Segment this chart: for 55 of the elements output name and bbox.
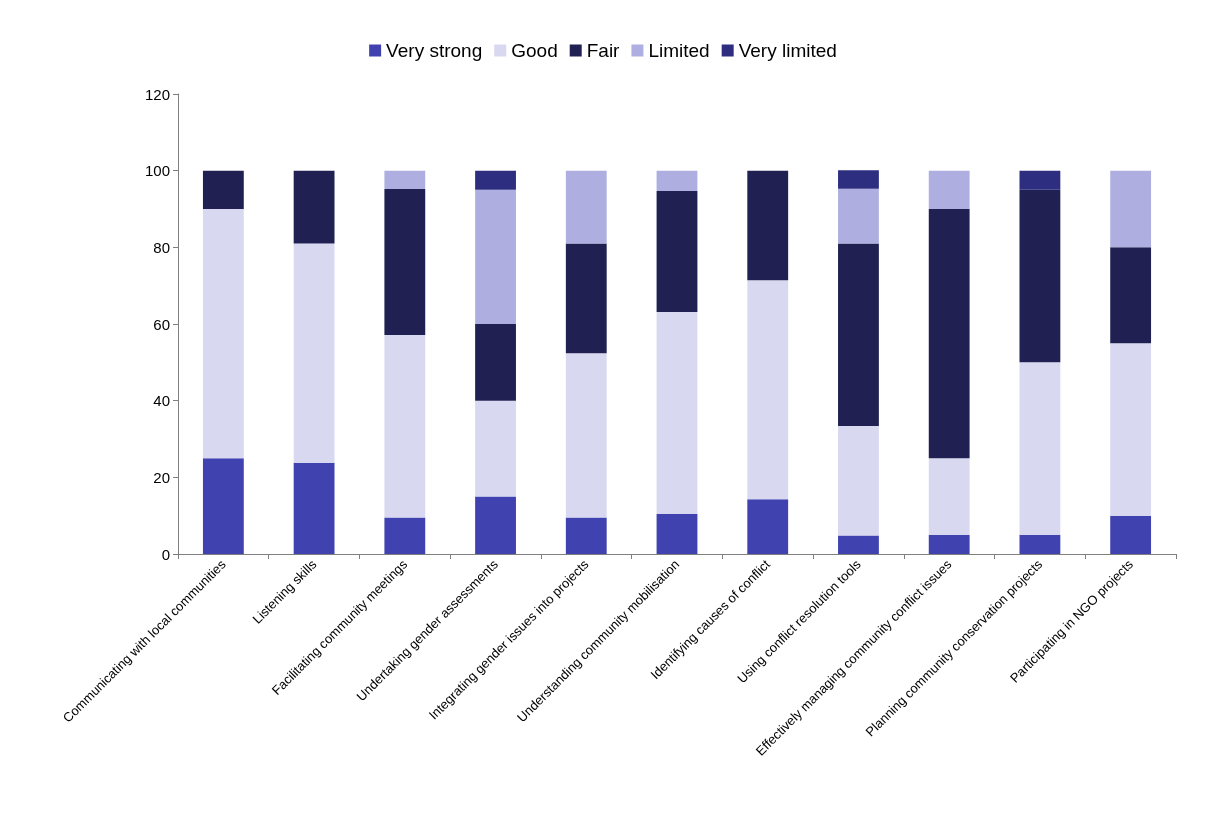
bar — [656, 513, 698, 554]
y-tick-label: 100 — [144, 162, 170, 180]
bar — [1019, 362, 1061, 535]
y-tick-label: 120 — [144, 85, 170, 103]
bar — [1110, 515, 1152, 554]
y-tick-label: 60 — [153, 315, 170, 333]
bar — [384, 335, 426, 518]
y-tick-label: 80 — [153, 238, 170, 256]
bar — [1019, 170, 1061, 190]
y-tick-label: 40 — [153, 392, 170, 410]
bar — [293, 462, 335, 554]
bar — [202, 209, 244, 459]
bar — [656, 170, 698, 191]
bar — [1019, 534, 1061, 554]
legend-label: Very limited — [738, 40, 837, 61]
bar — [384, 170, 426, 190]
bar — [293, 243, 335, 463]
bar — [565, 170, 607, 244]
bar — [928, 209, 970, 459]
bar — [565, 243, 607, 354]
bar — [928, 170, 970, 209]
bar — [747, 170, 789, 281]
bar — [384, 189, 426, 336]
bar — [293, 170, 335, 244]
bar — [202, 458, 244, 554]
bar — [565, 517, 607, 554]
legend-label: Very strong — [386, 40, 483, 61]
bar — [838, 188, 879, 244]
bar — [1019, 189, 1061, 363]
bar — [1110, 247, 1152, 344]
legend-label: Good — [511, 40, 558, 61]
bar — [475, 170, 516, 190]
y-tick-label: 20 — [153, 468, 170, 486]
bar — [838, 243, 879, 426]
bar — [475, 324, 516, 401]
bar — [475, 400, 516, 497]
bar — [475, 496, 516, 554]
y-tick-label: 0 — [161, 545, 170, 563]
bar — [384, 517, 426, 554]
bar — [656, 190, 698, 313]
bar — [928, 534, 970, 554]
bar — [1110, 170, 1152, 248]
bar — [838, 170, 879, 189]
bar — [656, 312, 698, 514]
bar — [202, 170, 244, 209]
bar — [565, 353, 607, 518]
bar — [747, 280, 789, 500]
legend-label: Fair — [586, 40, 621, 61]
bar — [838, 535, 879, 554]
bar — [928, 458, 970, 535]
bar — [1110, 343, 1152, 516]
bar — [475, 189, 516, 324]
bar — [838, 425, 879, 536]
legend-label: Limited — [648, 40, 710, 61]
bar — [747, 499, 789, 554]
